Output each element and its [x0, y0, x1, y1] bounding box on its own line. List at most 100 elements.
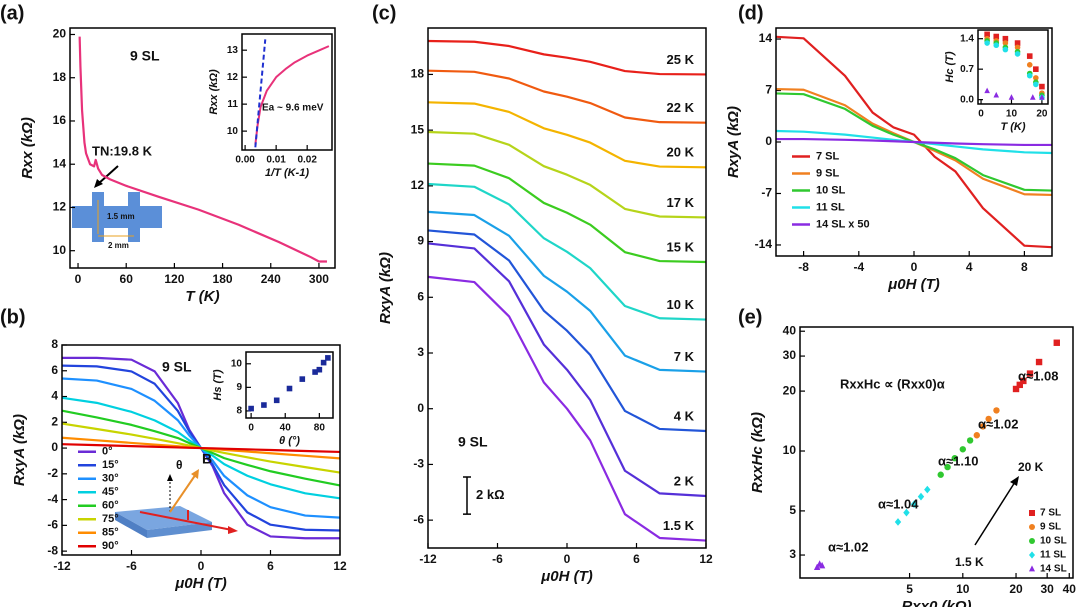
- trend-arrow: [974, 481, 1016, 546]
- y-tick-label: -2: [47, 466, 58, 480]
- annotation: α≈1.08: [1018, 368, 1058, 383]
- data-line: [254, 45, 330, 145]
- x-tick-label: 10: [956, 582, 970, 596]
- x-tick-label: 5: [906, 582, 913, 596]
- y-tick-label: 6: [51, 363, 58, 377]
- data-point: [818, 561, 826, 569]
- x-axis-label: μ0H (T): [887, 276, 940, 293]
- x-tick-label: 8: [1021, 260, 1028, 274]
- y-tick-label: -6: [47, 518, 58, 532]
- inset-background: [246, 352, 333, 418]
- data-line: [427, 242, 707, 498]
- data-point: [320, 359, 327, 366]
- data-point: [993, 91, 1000, 98]
- data-line: [427, 162, 707, 264]
- x-tick-label: -6: [126, 559, 137, 573]
- x-tick-label: 6: [633, 552, 640, 566]
- legend-label: 60°: [102, 500, 119, 512]
- x-tick-label: 0: [564, 552, 571, 566]
- data-point: [1020, 377, 1027, 385]
- panel-label: (e): [738, 306, 762, 328]
- data-point: [951, 455, 958, 462]
- plot-frame: [69, 27, 336, 269]
- data-point: [924, 485, 931, 494]
- data-point: [1053, 339, 1060, 346]
- data-point: [813, 563, 821, 570]
- curve-label: 22 K: [667, 100, 695, 115]
- curve-label: 17 K: [667, 195, 695, 210]
- plot-frame: [799, 326, 1074, 579]
- y-tick-label: 7: [765, 83, 772, 97]
- x-tick-label: 0.00: [235, 155, 255, 166]
- y-tick-label: -4: [47, 492, 58, 506]
- field-arrow: [169, 473, 197, 513]
- data-line: [78, 36, 327, 263]
- field-schematic: [115, 469, 238, 538]
- x-tick-label: 0: [248, 423, 254, 434]
- data-point: [273, 397, 280, 404]
- legend-label: 11 SL: [816, 201, 845, 213]
- y-tick-label: 2: [51, 414, 58, 428]
- x-tick-label: 40: [1063, 582, 1077, 596]
- x-tick-label: -4: [853, 260, 864, 274]
- legend-label: 9 SL: [816, 167, 840, 179]
- plot-frame: [977, 29, 1049, 105]
- x-tick-label: 0: [911, 260, 918, 274]
- y-tick-label: 20: [783, 383, 797, 397]
- data-point: [299, 376, 306, 382]
- data-point: [1026, 72, 1033, 79]
- y-tick-label: 10: [231, 358, 243, 369]
- data-point: [1035, 358, 1043, 366]
- data-line: [427, 130, 707, 219]
- data-point: [1014, 44, 1021, 51]
- legend-label: 11 SL: [1040, 550, 1066, 561]
- arrow-head: [228, 526, 238, 534]
- curve-label: 10 K: [667, 297, 695, 312]
- y-tick-label: 18: [411, 67, 425, 81]
- data-point: [312, 369, 318, 375]
- x-tick-label: 0.02: [297, 155, 317, 166]
- data-point: [1039, 94, 1045, 100]
- data-line: [427, 101, 707, 169]
- y-tick-label: 0.0: [960, 94, 974, 105]
- x-tick-label: 20: [1036, 109, 1048, 120]
- y-tick-label: 14: [53, 156, 67, 170]
- y-tick-label: -3: [413, 457, 424, 471]
- data-point: [248, 405, 254, 412]
- legend-label: 10 SL: [816, 184, 846, 196]
- annotation: 1.5 K: [955, 555, 984, 569]
- sample-slab-side: [115, 512, 147, 538]
- data-point: [917, 492, 925, 501]
- data-point: [937, 471, 944, 478]
- data-point: [984, 87, 990, 94]
- data-point: [1026, 62, 1033, 68]
- data-point: [1033, 81, 1039, 88]
- data-point: [984, 40, 990, 46]
- annotation: 2 mm: [108, 241, 129, 250]
- y-tick-label: 16: [53, 113, 67, 127]
- legend-label: 90°: [102, 540, 119, 552]
- legend-label: 14 SL x 50: [816, 218, 870, 230]
- data-point: [1014, 51, 1021, 57]
- x-tick-label: 30: [1040, 582, 1054, 596]
- x-tick-label: -8: [798, 260, 809, 274]
- legend-marker: [1029, 565, 1035, 572]
- device-schematic: [72, 192, 162, 242]
- y-axis-label: RxyA (kΩ): [11, 414, 28, 486]
- y-axis-label: Rxx (kΩ): [208, 69, 220, 115]
- data-line: [427, 210, 707, 373]
- y-tick-label: 10: [227, 126, 239, 137]
- data-line: [61, 443, 341, 454]
- legend-label: 0°: [102, 446, 113, 458]
- legend-marker: [1029, 551, 1035, 559]
- x-tick-label: 12: [699, 552, 713, 566]
- y-tick-label: 12: [53, 200, 67, 214]
- legend-label: 15°: [102, 459, 119, 471]
- x-tick-label: 0: [75, 272, 82, 286]
- y-axis-label: RxyA (kΩ): [377, 252, 394, 324]
- panel-label: (c): [372, 2, 396, 24]
- y-tick-label: 11: [227, 99, 238, 110]
- x-axis-label: T (K): [1000, 121, 1025, 133]
- panel-label: (d): [738, 2, 764, 24]
